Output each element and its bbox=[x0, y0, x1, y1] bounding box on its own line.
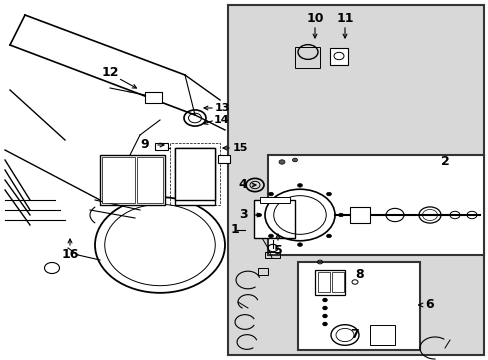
Text: 15: 15 bbox=[232, 143, 247, 153]
Text: 2: 2 bbox=[440, 156, 448, 168]
Ellipse shape bbox=[279, 160, 285, 164]
Ellipse shape bbox=[323, 315, 326, 318]
Bar bbox=[317, 272, 329, 292]
Text: 5: 5 bbox=[273, 243, 282, 256]
Bar bbox=[100, 155, 164, 205]
Text: 4: 4 bbox=[238, 179, 247, 192]
Text: 3: 3 bbox=[239, 208, 248, 221]
Text: 10: 10 bbox=[305, 12, 323, 24]
Text: 12: 12 bbox=[101, 66, 119, 78]
Bar bbox=[218, 155, 229, 163]
Text: 16: 16 bbox=[61, 248, 79, 261]
Bar bbox=[227, 5, 483, 355]
Ellipse shape bbox=[323, 306, 326, 310]
Bar bbox=[175, 148, 215, 200]
Bar bbox=[170, 143, 220, 205]
Bar bbox=[145, 92, 162, 103]
Bar bbox=[369, 325, 394, 345]
Ellipse shape bbox=[292, 158, 297, 162]
Ellipse shape bbox=[268, 192, 273, 196]
Text: 9: 9 bbox=[141, 139, 149, 152]
Bar bbox=[137, 157, 163, 203]
Bar bbox=[267, 155, 483, 255]
Ellipse shape bbox=[338, 213, 343, 217]
Ellipse shape bbox=[326, 192, 331, 196]
Bar bbox=[260, 197, 289, 203]
Bar bbox=[253, 200, 294, 238]
Text: 7: 7 bbox=[350, 328, 359, 342]
Ellipse shape bbox=[268, 234, 273, 238]
Ellipse shape bbox=[297, 243, 302, 247]
Bar bbox=[102, 157, 135, 203]
Text: 6: 6 bbox=[425, 298, 433, 311]
Bar bbox=[155, 143, 168, 150]
Ellipse shape bbox=[323, 298, 326, 301]
Bar bbox=[258, 268, 267, 275]
Bar bbox=[329, 48, 347, 65]
Bar bbox=[331, 272, 343, 292]
Bar bbox=[349, 207, 369, 223]
Text: 14: 14 bbox=[214, 115, 229, 125]
Bar bbox=[297, 262, 419, 350]
Ellipse shape bbox=[297, 184, 302, 187]
Bar bbox=[175, 148, 215, 205]
Text: 8: 8 bbox=[355, 269, 364, 282]
Bar bbox=[294, 47, 319, 68]
Ellipse shape bbox=[323, 323, 326, 325]
Ellipse shape bbox=[256, 213, 261, 217]
Ellipse shape bbox=[326, 234, 331, 238]
Bar bbox=[314, 270, 345, 295]
Text: 11: 11 bbox=[336, 12, 353, 24]
Text: 13: 13 bbox=[214, 103, 229, 113]
Bar bbox=[264, 252, 280, 258]
Text: 1: 1 bbox=[230, 224, 239, 237]
